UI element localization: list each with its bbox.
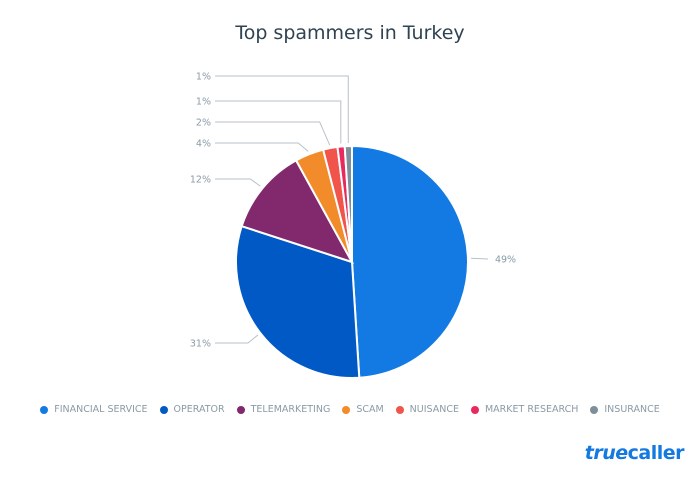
label-connector <box>215 334 259 344</box>
legend-marker <box>236 405 245 414</box>
legend-item[interactable]: INSURANCE <box>590 404 660 415</box>
label-connector <box>215 100 342 144</box>
data-label: 12% <box>190 175 211 186</box>
data-label: 1% <box>196 97 211 108</box>
legend-marker <box>590 405 599 414</box>
legend-item[interactable]: SCAM <box>342 404 384 415</box>
data-label: 31% <box>190 339 211 350</box>
data-label: 4% <box>196 139 211 150</box>
legend-item[interactable]: TELEMARKETING <box>236 404 331 415</box>
legend-label: SCAM <box>356 404 384 415</box>
legend-item[interactable]: OPERATOR <box>159 404 225 415</box>
legend-label: NUISANCE <box>409 404 459 415</box>
legend-label: TELEMARKETING <box>250 404 331 415</box>
legend-marker <box>342 405 351 414</box>
legend-item[interactable]: NUISANCE <box>395 404 459 415</box>
legend-marker <box>159 405 168 414</box>
legend-item[interactable]: FINANCIAL SERVICE <box>40 404 148 415</box>
data-label: 1% <box>196 72 211 83</box>
label-connector <box>470 257 488 260</box>
legend-marker <box>470 405 479 414</box>
legend-marker <box>40 405 49 414</box>
label-connector <box>215 121 331 146</box>
legend-label: FINANCIAL SERVICE <box>54 404 148 415</box>
pie-slice-financial-service <box>351 144 469 379</box>
legend-label: INSURANCE <box>604 404 660 415</box>
label-connector <box>215 75 349 144</box>
truecaller-logo: truecaller <box>584 442 685 464</box>
legend-item[interactable]: MARKET RESEARCH <box>470 404 579 415</box>
pie-slice-telemarketing <box>240 158 355 264</box>
legend-marker <box>395 405 404 414</box>
legend-label: OPERATOR <box>173 404 225 415</box>
legend-label: MARKET RESEARCH <box>484 404 579 415</box>
data-label: 49% <box>495 255 516 266</box>
chart-title: Top spammers in Turkey <box>235 22 465 44</box>
pie-slice-operator <box>235 224 361 379</box>
label-connector <box>215 178 261 187</box>
label-connector <box>215 142 309 152</box>
legend: FINANCIAL SERVICE OPERATOR TELEMARKETING SC… <box>0 404 700 415</box>
pie-slice-insurance <box>343 144 353 263</box>
data-label: 2% <box>196 118 211 129</box>
